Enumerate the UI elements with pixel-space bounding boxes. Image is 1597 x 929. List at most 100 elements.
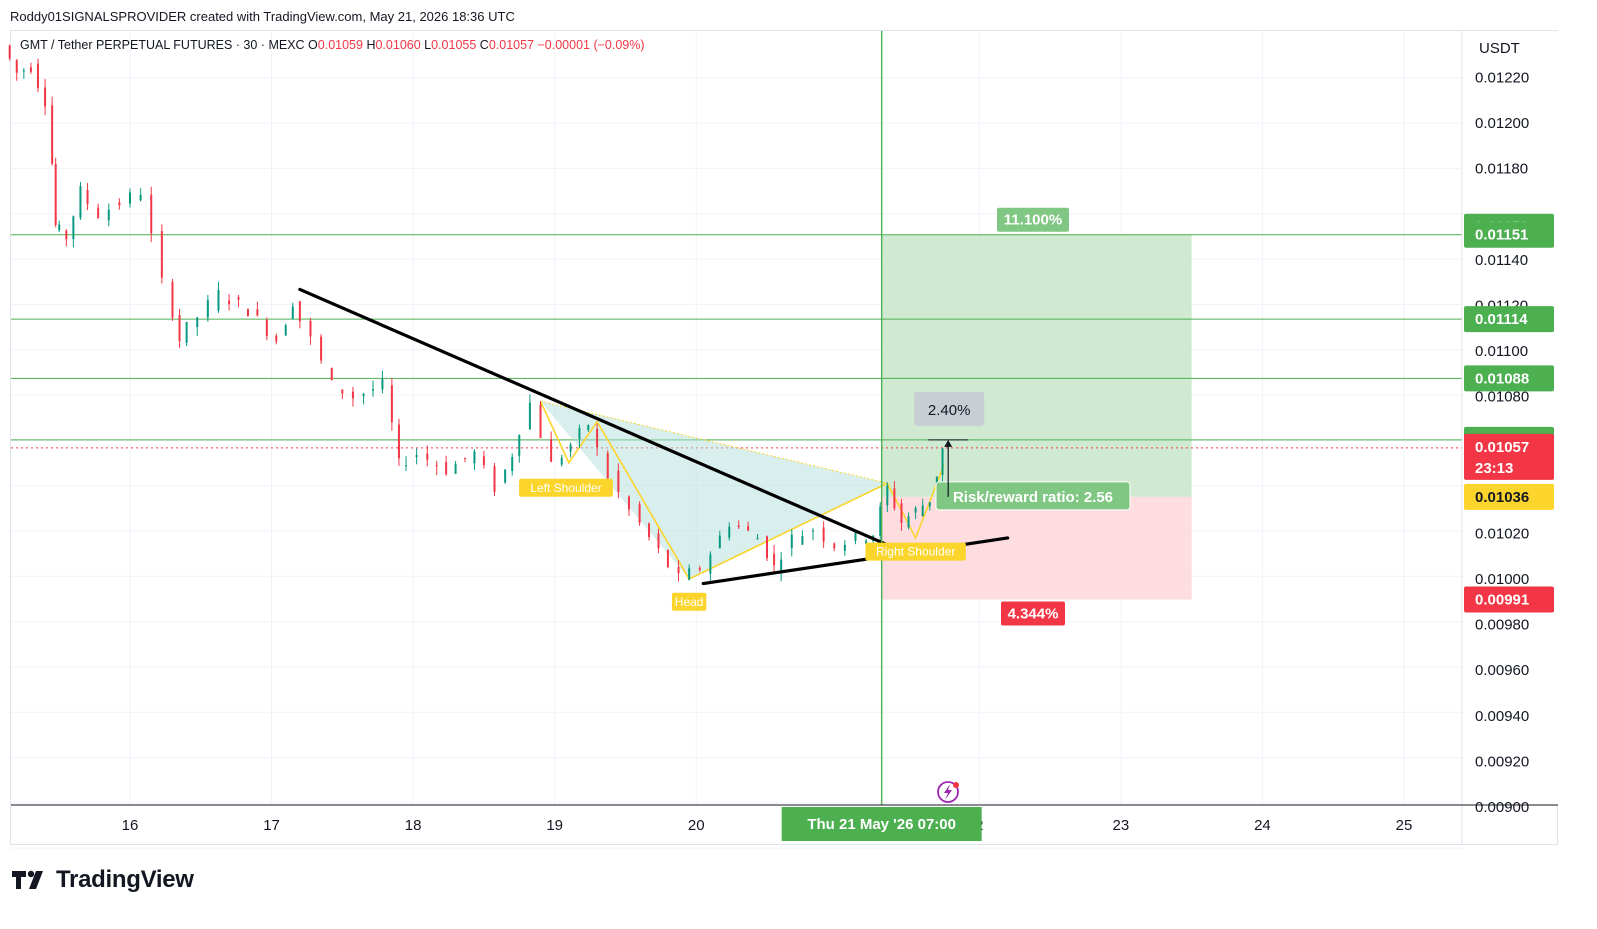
candle-body: [879, 506, 882, 536]
risk-reward-box: [935, 481, 1131, 511]
candle-body: [196, 317, 199, 328]
time-tick-label: 18: [405, 817, 422, 834]
candle-body: [44, 87, 47, 107]
candle-body: [587, 425, 590, 431]
candle-body: [578, 428, 581, 440]
pattern-fill: [540, 401, 888, 579]
lightning-icon-bolt: [944, 784, 952, 800]
symbol-legend: GMT / Tether PERPETUAL FUTURES · 30 · ME…: [20, 38, 645, 52]
time-tick-label: 20: [688, 817, 705, 834]
candle-body: [482, 456, 485, 466]
candle-body: [728, 526, 731, 538]
candle-body: [504, 469, 507, 483]
candle-body: [79, 186, 82, 218]
pattern-label: Right Shoulder: [876, 545, 955, 559]
candle-body: [812, 530, 815, 532]
candle-body: [178, 314, 181, 342]
candle-body: [528, 402, 531, 430]
notification-dot-icon: [953, 782, 959, 788]
countdown-label: 23:13: [1475, 460, 1513, 477]
candle-body: [698, 567, 701, 570]
candle-body: [780, 559, 783, 573]
candle-body: [150, 194, 153, 234]
candle-body: [309, 320, 312, 337]
candle-body: [351, 391, 354, 399]
price-tick-label: 0.00940: [1475, 708, 1529, 725]
candle-body: [445, 462, 448, 475]
change-value: −0.00001 (−0.09%): [537, 38, 645, 52]
candle-body: [718, 535, 721, 549]
candle-body: [256, 309, 259, 316]
low-value: 0.01055: [431, 38, 477, 52]
candle-body: [941, 448, 944, 475]
candle-body: [29, 67, 32, 72]
price-tag-label: 0.00991: [1475, 592, 1529, 609]
crosshair-time-badge: [781, 807, 982, 841]
candle-body: [54, 164, 57, 225]
candle-body: [275, 335, 278, 342]
candle-body: [298, 301, 301, 322]
pattern-label-box: [519, 478, 613, 497]
candle-body: [265, 319, 268, 336]
price-tick-label: 0.00960: [1475, 662, 1529, 679]
candle-body: [677, 566, 680, 574]
price-tag: [1464, 306, 1554, 333]
candle-body: [362, 393, 365, 397]
candle-body: [921, 505, 924, 517]
time-tick-label: 19: [546, 817, 563, 834]
currency-label: USDT: [1479, 40, 1520, 57]
candle-body: [139, 195, 142, 201]
price-tag-label: 0.01151: [1475, 227, 1528, 244]
candle-body: [330, 368, 333, 380]
symbol-name[interactable]: GMT / Tether PERPETUAL FUTURES · 30 · ME…: [20, 38, 305, 52]
candle-body: [766, 536, 768, 559]
price-tick-label: 0.01080: [1475, 389, 1529, 406]
candle-body: [790, 534, 793, 549]
target-pct-label: 11.100%: [1004, 212, 1062, 229]
price-tick-label: 0.01000: [1475, 571, 1529, 588]
candle-body: [291, 306, 294, 319]
risk-reward-label: Risk/reward ratio: 2.56: [953, 489, 1113, 506]
time-tick-label: 17: [263, 817, 280, 834]
price-axis: [1462, 31, 1558, 805]
candle-body: [390, 385, 393, 423]
candle-body: [426, 453, 429, 460]
open-label: O: [308, 38, 318, 52]
price-tick-label: 0.01180: [1475, 161, 1528, 178]
profit-zone: [881, 234, 1192, 497]
candle-body: [65, 230, 68, 240]
price-tag: [1464, 483, 1554, 510]
measure-badge: [914, 391, 985, 426]
candle-body: [747, 526, 750, 531]
pattern-label: Head: [675, 595, 704, 609]
measure-arrowhead: [944, 439, 953, 447]
pattern-label-box: [865, 542, 966, 561]
candle-body: [405, 465, 408, 467]
price-tick-label: 0.00900: [1475, 799, 1529, 816]
candle-body: [822, 527, 825, 542]
candle-body: [464, 457, 467, 459]
candle-body: [185, 321, 188, 343]
price-tick-label: 0.00980: [1475, 617, 1529, 634]
tradingview-wordmark: TradingView: [56, 866, 194, 893]
candle-body: [865, 540, 868, 544]
candle-body: [473, 451, 476, 464]
tradingview-logo[interactable]: TradingView: [12, 866, 194, 894]
candle-body: [518, 434, 521, 456]
candle-body: [22, 70, 25, 72]
candle-body: [372, 389, 375, 391]
close-label: C: [479, 38, 489, 52]
high-label: H: [366, 38, 376, 52]
candle-body: [688, 568, 691, 580]
candle-body: [435, 465, 438, 467]
candle-body: [596, 428, 599, 448]
pattern-neckline: [540, 400, 888, 484]
candle-body: [217, 289, 220, 311]
candle-body: [928, 502, 931, 507]
candle-body: [160, 231, 163, 278]
candle-body: [617, 470, 620, 492]
price-tick-label: 0.01020: [1475, 525, 1529, 542]
candle-body: [36, 63, 39, 88]
stop-pct-badge: [1001, 601, 1065, 626]
